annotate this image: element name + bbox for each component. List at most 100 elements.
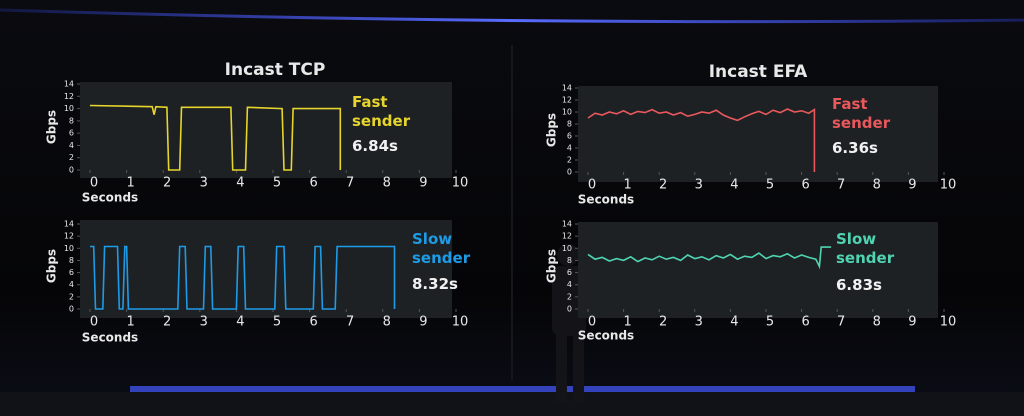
x-tick-label: 1 — [126, 176, 134, 191]
plot-area — [80, 220, 452, 318]
x-tick-label: 7 — [837, 178, 845, 193]
y-tick-label: 8 — [69, 256, 74, 265]
x-tick-label: 2 — [163, 315, 171, 330]
y-axis-label: Gbps — [45, 249, 59, 283]
y-tick-label: 10 — [64, 244, 74, 253]
x-tick-label: 10 — [940, 315, 957, 330]
x-tick-label: 3 — [200, 176, 208, 191]
x-tick-label: 6 — [801, 315, 809, 330]
y-tick-label: 10 — [562, 244, 572, 253]
x-tick-label: 6 — [801, 178, 809, 193]
x-tick-label: 5 — [273, 176, 281, 191]
stage-light — [0, 8, 1024, 24]
y-tick-label: 0 — [567, 168, 572, 177]
presenter — [552, 244, 586, 402]
series-line — [90, 245, 396, 310]
y-tick-label: 0 — [69, 305, 74, 314]
y-tick-label: 14 — [64, 80, 74, 89]
y-tick-label: 4 — [69, 280, 74, 289]
x-tick-label: 0 — [90, 315, 98, 330]
series-line — [587, 108, 816, 172]
legend-label: Slow sender — [836, 230, 895, 267]
y-axis-label: Gbps — [545, 249, 559, 283]
x-tick-label: 4 — [236, 315, 244, 330]
x-tick-label: 9 — [908, 178, 916, 193]
chart-title: Incast TCP — [225, 60, 326, 80]
x-axis-label: Seconds — [578, 193, 634, 207]
x-tick-label: 0 — [588, 315, 596, 330]
x-tick-label: 4 — [730, 315, 738, 330]
series-line — [587, 246, 832, 270]
x-tick-label: 9 — [419, 176, 427, 191]
x-tick-label: 3 — [695, 315, 703, 330]
y-tick-label: 2 — [69, 292, 74, 301]
x-tick-label: 3 — [695, 178, 703, 193]
x-tick-label: 9 — [419, 315, 427, 330]
y-tick-label: 6 — [69, 129, 74, 138]
y-tick-label: 6 — [567, 132, 572, 141]
y-tick-label: 4 — [567, 144, 572, 153]
x-tick-label: 1 — [623, 178, 631, 193]
x-tick-label: 8 — [383, 176, 391, 191]
x-tick-label: 0 — [90, 176, 98, 191]
y-tick-label: 4 — [567, 280, 572, 289]
x-tick-label: 7 — [346, 176, 354, 191]
y-tick-label: 0 — [69, 166, 74, 175]
x-tick-label: 9 — [908, 315, 916, 330]
x-tick-label: 1 — [623, 315, 631, 330]
legend-label: Fast sender — [832, 95, 891, 132]
y-tick-label: 10 — [562, 108, 572, 117]
y-tick-label: 8 — [567, 120, 572, 129]
x-tick-label: 6 — [309, 315, 317, 330]
plot-area — [578, 86, 938, 182]
y-tick-label: 14 — [562, 220, 572, 229]
chart-title: Incast EFA — [709, 62, 808, 82]
x-tick-label: 4 — [730, 178, 738, 193]
completion-time: 6.84s — [352, 137, 398, 155]
y-tick-label: 0 — [567, 305, 572, 314]
y-tick-label: 8 — [567, 256, 572, 265]
x-tick-label: 1 — [126, 315, 134, 330]
y-tick-label: 2 — [567, 292, 572, 301]
series-line — [89, 104, 342, 171]
x-tick-label: 7 — [837, 315, 845, 330]
y-tick-label: 12 — [64, 232, 74, 241]
x-tick-label: 6 — [309, 176, 317, 191]
completion-time: 6.36s — [832, 139, 878, 157]
legend-label: Fast sender — [352, 93, 411, 130]
y-tick-label: 10 — [64, 104, 74, 113]
y-tick-label: 8 — [69, 116, 74, 125]
y-tick-label: 6 — [69, 268, 74, 277]
y-tick-label: 4 — [69, 141, 74, 150]
y-tick-label: 12 — [562, 96, 572, 105]
x-tick-label: 8 — [873, 315, 881, 330]
x-tick-label: 7 — [346, 315, 354, 330]
x-axis-label: Seconds — [578, 329, 634, 343]
y-axis-label: Gbps — [545, 113, 559, 147]
x-tick-label: 8 — [383, 315, 391, 330]
stage-edge-light — [130, 386, 915, 392]
x-axis-label: Seconds — [82, 331, 138, 345]
x-tick-label: 2 — [163, 176, 171, 191]
completion-time: 6.83s — [836, 276, 882, 294]
x-tick-label: 5 — [766, 178, 774, 193]
x-tick-label: 2 — [659, 178, 667, 193]
x-tick-label: 3 — [200, 315, 208, 330]
y-tick-label: 12 — [562, 232, 572, 241]
x-tick-label: 10 — [940, 178, 957, 193]
y-tick-label: 6 — [567, 268, 572, 277]
y-tick-label: 14 — [562, 84, 572, 93]
stage-floor — [0, 392, 1024, 416]
y-axis-label: Gbps — [45, 110, 59, 144]
x-tick-label: 10 — [452, 176, 469, 191]
y-tick-label: 14 — [64, 220, 74, 229]
legend-label: Slow sender — [412, 230, 471, 267]
plot-area — [80, 82, 452, 178]
x-tick-label: 5 — [273, 315, 281, 330]
